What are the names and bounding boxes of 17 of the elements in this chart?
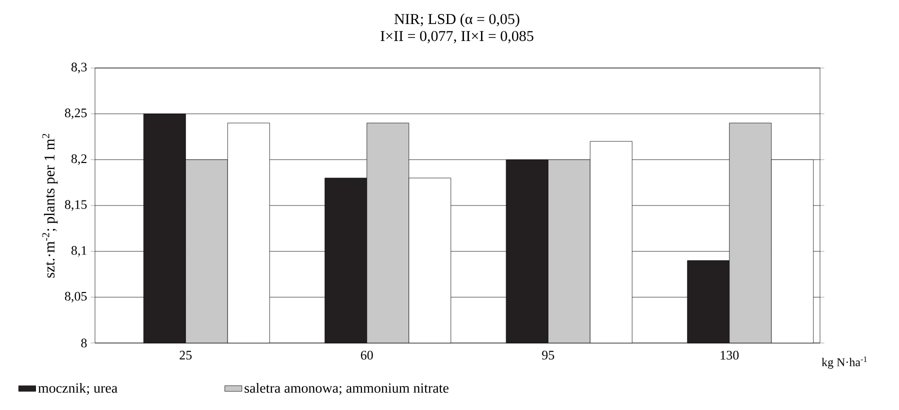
y-tick-label: 8	[81, 338, 87, 348]
y-tick-label: 8,15	[64, 200, 87, 211]
x-axis-title: kg N·ha$^{-1}$	[822, 356, 867, 369]
x-tick-label: 60	[360, 350, 373, 360]
y-tick-label: 8,05	[64, 292, 87, 302]
chart-title: NIR; LSD (α = 0,05)	[394, 14, 520, 28]
x-tick-label: 95	[542, 350, 554, 360]
x-tick-label: 130	[720, 350, 739, 360]
y-tick-label: 8,2	[71, 154, 86, 165]
legend-label: mocznik; urea	[38, 382, 118, 395]
chart-subtitle: I×II = 0,077, II×I = 0,085	[380, 30, 534, 44]
y-axis-title: szt.·m$^{-2}$; plants per 1 m$^{2}$	[42, 134, 58, 278]
y-tick-label: 8,25	[64, 108, 87, 120]
y-tick-label: 8,1	[71, 246, 86, 257]
legend-label: saletra amonowa; ammonium nitrate	[244, 382, 448, 395]
y-tick-label: 8,3	[71, 62, 87, 74]
x-tick-label: 25	[180, 350, 192, 360]
